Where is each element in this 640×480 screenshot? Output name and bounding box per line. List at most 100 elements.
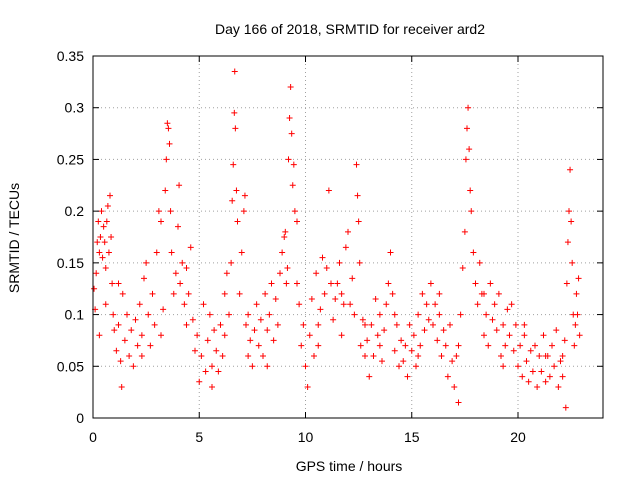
- data-point: [451, 383, 458, 390]
- data-point: [290, 161, 297, 168]
- data-point: [436, 290, 443, 297]
- data-point: [321, 290, 328, 297]
- data-point: [383, 301, 390, 308]
- data-point: [187, 244, 194, 251]
- y-tick-label: 0: [76, 410, 84, 426]
- data-point: [342, 244, 349, 251]
- data-point: [247, 337, 254, 344]
- data-point: [302, 363, 309, 370]
- data-point: [165, 125, 172, 132]
- data-point: [576, 332, 583, 339]
- x-tick-label: 15: [404, 429, 420, 445]
- data-point: [147, 342, 154, 349]
- data-point: [351, 311, 358, 318]
- data-point: [521, 332, 528, 339]
- data-point: [354, 192, 361, 199]
- data-point: [415, 352, 422, 359]
- data-point: [185, 290, 192, 297]
- data-point: [234, 218, 241, 225]
- data-point: [381, 327, 388, 334]
- data-point: [498, 352, 504, 359]
- data-point: [145, 311, 152, 318]
- data-point: [372, 296, 379, 303]
- data-point: [209, 383, 215, 390]
- data-point: [132, 316, 139, 323]
- data-point: [357, 342, 364, 349]
- data-point: [561, 337, 568, 344]
- data-point: [529, 368, 536, 375]
- data-point: [117, 358, 124, 365]
- data-point: [527, 347, 534, 354]
- data-point: [330, 316, 337, 323]
- data-point: [236, 290, 243, 297]
- data-point: [315, 342, 322, 349]
- data-point: [523, 358, 530, 365]
- data-point: [555, 383, 562, 390]
- data-point: [356, 259, 363, 266]
- data-point: [549, 342, 555, 349]
- data-point: [149, 290, 156, 297]
- data-point: [419, 290, 426, 297]
- data-point: [93, 270, 100, 277]
- data-point: [349, 275, 356, 282]
- data-point: [298, 342, 305, 349]
- data-point: [231, 109, 238, 116]
- data-point: [194, 332, 201, 339]
- data-point: [289, 182, 296, 189]
- data-point: [223, 270, 230, 277]
- data-point: [183, 265, 190, 272]
- data-point: [334, 280, 341, 287]
- data-point: [387, 249, 394, 256]
- data-point: [270, 337, 277, 344]
- data-point: [483, 311, 490, 318]
- data-point: [376, 342, 383, 349]
- data-point: [338, 332, 345, 339]
- data-point: [163, 156, 170, 163]
- chart-title: Day 166 of 2018, SRMTID for receiver ard…: [215, 21, 485, 37]
- data-point: [226, 311, 232, 318]
- data-point: [534, 383, 541, 390]
- data-point: [241, 192, 248, 199]
- data-point: [332, 296, 339, 303]
- data-point: [245, 352, 252, 359]
- data-point: [572, 321, 579, 328]
- data-point: [481, 290, 487, 297]
- data-point: [568, 218, 575, 225]
- data-point: [91, 285, 98, 292]
- data-point: [202, 368, 209, 375]
- data-point: [230, 161, 237, 168]
- data-point: [136, 301, 143, 308]
- data-point: [487, 280, 494, 287]
- data-point: [476, 259, 483, 266]
- data-point: [206, 311, 213, 318]
- data-point: [317, 306, 324, 313]
- data-point: [166, 140, 173, 147]
- data-point: [286, 115, 293, 122]
- y-axis-label: SRMTID / TECUs: [6, 183, 22, 293]
- data-point: [567, 166, 574, 173]
- data-point: [274, 321, 281, 328]
- data-point: [521, 321, 528, 328]
- data-point: [425, 316, 432, 323]
- data-point: [571, 342, 578, 349]
- data-point: [109, 280, 116, 287]
- data-point: [362, 352, 368, 359]
- data-point: [459, 265, 466, 272]
- data-point: [124, 311, 130, 318]
- data-points: [91, 68, 583, 411]
- data-point: [472, 280, 479, 287]
- data-point: [355, 218, 362, 225]
- data-point: [281, 234, 288, 240]
- data-point: [470, 249, 477, 256]
- data-point: [415, 311, 422, 318]
- data-point: [240, 208, 247, 215]
- data-point: [510, 347, 517, 354]
- data-point: [111, 327, 118, 334]
- data-point: [525, 378, 532, 385]
- data-point: [506, 332, 513, 339]
- data-point: [167, 208, 174, 215]
- data-point: [546, 373, 553, 380]
- data-point: [376, 311, 383, 318]
- data-point: [99, 254, 106, 261]
- data-point: [398, 337, 405, 344]
